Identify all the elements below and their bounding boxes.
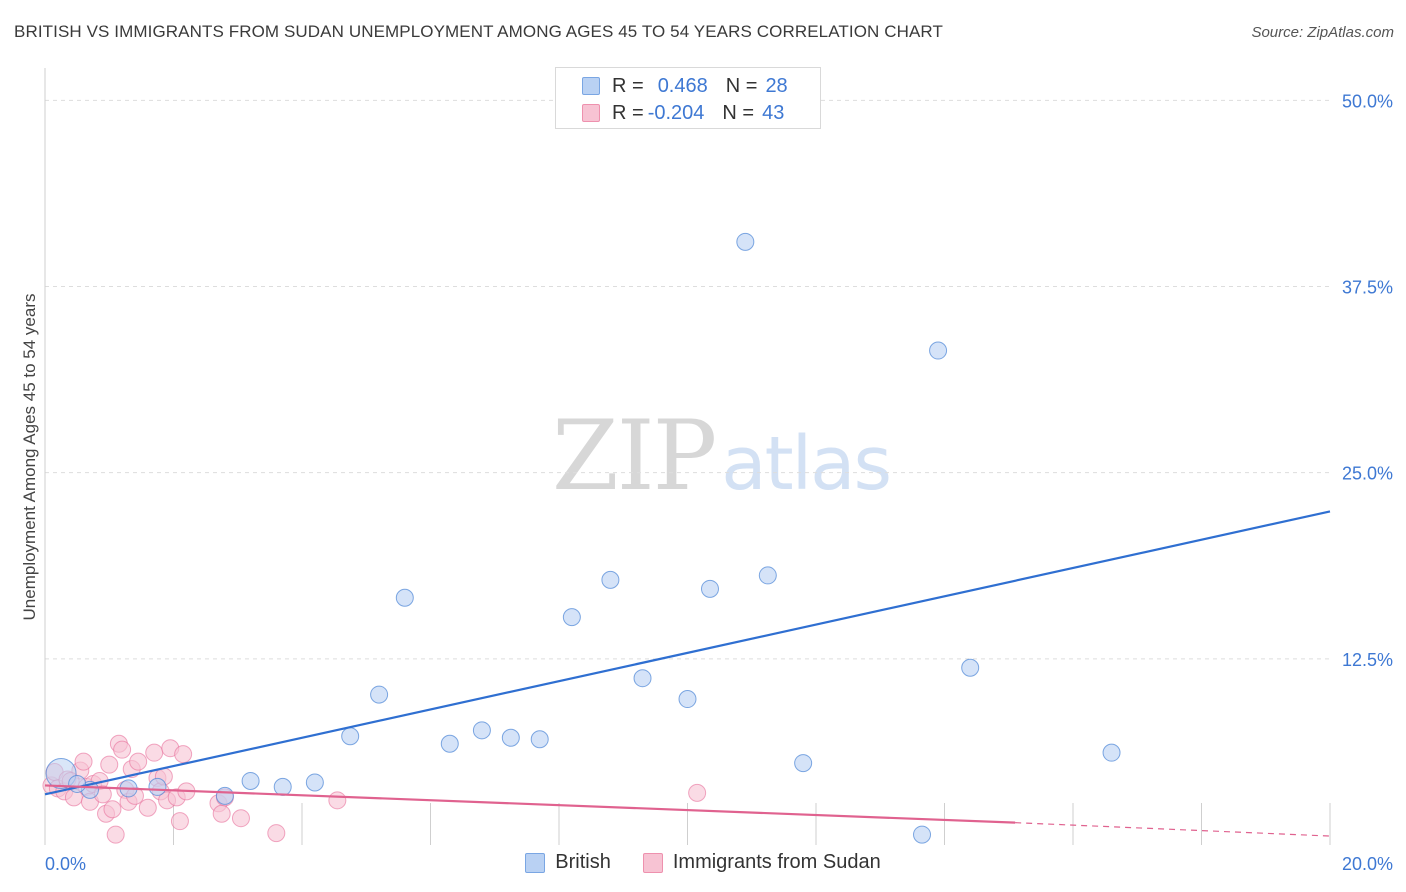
y-axis-label: Unemployment Among Ages 45 to 54 years [20, 294, 39, 621]
source-label: Source: ZipAtlas.com [1251, 24, 1394, 41]
y-tick-label: 37.5% [1342, 278, 1393, 298]
legend-british-label: British [555, 851, 611, 873]
british-swatch [582, 77, 600, 95]
british-point [794, 754, 813, 773]
stats-legend: R = 0.468 N = 28 R = -0.204 N = 43 [555, 67, 821, 129]
british-point [148, 777, 167, 796]
sudan-trendline [44, 784, 1016, 824]
sudan-point [174, 745, 193, 764]
sudan-point [103, 800, 122, 819]
legend-sudan-label: Immigrants from Sudan [672, 851, 881, 873]
british-point [501, 728, 520, 747]
sudan-r-value: -0.204 [647, 101, 705, 124]
british-point [273, 777, 292, 796]
british-n-label: N = [725, 74, 758, 97]
sudan-point [138, 798, 157, 817]
legend-british-swatch [525, 852, 546, 873]
british-point [215, 786, 234, 805]
british-point [601, 570, 620, 589]
sudan-point [113, 740, 132, 759]
watermark-zip: ZIP [552, 400, 717, 512]
sudan-point [212, 804, 231, 823]
legend-item-sudan[interactable]: Immigrants from Sudan [642, 851, 881, 874]
sudan-n-value: 43 [762, 101, 785, 124]
british-point [758, 566, 777, 585]
british-point [395, 588, 414, 607]
sudan-point [129, 752, 148, 771]
british-point [678, 690, 697, 709]
y-tick-label: 50.0% [1342, 91, 1393, 111]
stats-row-british: R = 0.468 N = 28 [582, 73, 788, 99]
sudan-point [231, 809, 250, 828]
british-point [913, 825, 932, 844]
chart-title: BRITISH VS IMMIGRANTS FROM SUDAN UNEMPLO… [14, 22, 943, 41]
british-point [736, 232, 755, 251]
british-n-value: 28 [765, 74, 788, 97]
watermark: ZIPatlas [552, 400, 892, 512]
x-tick-label: 0.0% [45, 854, 86, 874]
watermark-atlas: atlas [721, 421, 892, 507]
stats-row-sudan: R = -0.204 N = 43 [582, 100, 784, 126]
sudan-point [74, 752, 93, 771]
y-tick-label: 12.5% [1342, 650, 1393, 670]
y-tick-label: 25.0% [1342, 464, 1393, 484]
sudan-point [106, 825, 125, 844]
legend-item-british[interactable]: British [525, 851, 611, 874]
sudan-point [688, 783, 707, 802]
british-point [241, 771, 260, 790]
british-trendline [44, 510, 1331, 796]
x-tick-label: 20.0% [1342, 854, 1393, 874]
sudan-trendline-extension [1015, 822, 1331, 837]
sudan-point [267, 824, 286, 843]
british-point [961, 658, 980, 677]
british-r-value: 0.468 [657, 74, 708, 97]
british-point [929, 341, 948, 360]
british-point [45, 758, 77, 790]
british-point [633, 669, 652, 688]
sudan-point [328, 791, 347, 810]
sudan-swatch [582, 104, 600, 122]
legend-sudan-swatch [642, 852, 663, 873]
sudan-point [145, 743, 164, 762]
british-point [68, 774, 87, 793]
british-point [700, 579, 719, 598]
british-point [440, 734, 459, 753]
sudan-n-label: N = [722, 101, 755, 124]
sudan-r-label: R = [612, 101, 644, 124]
british-point [370, 685, 389, 704]
series-legend: British Immigrants from Sudan [0, 851, 1406, 874]
british-point [530, 730, 549, 749]
british-point [562, 608, 581, 627]
british-r-label: R = [612, 74, 644, 97]
british-point [305, 773, 324, 792]
british-point [1102, 743, 1121, 762]
sudan-point [100, 755, 119, 774]
british-point [472, 721, 491, 740]
sudan-point [170, 812, 189, 831]
british-point [341, 727, 360, 746]
